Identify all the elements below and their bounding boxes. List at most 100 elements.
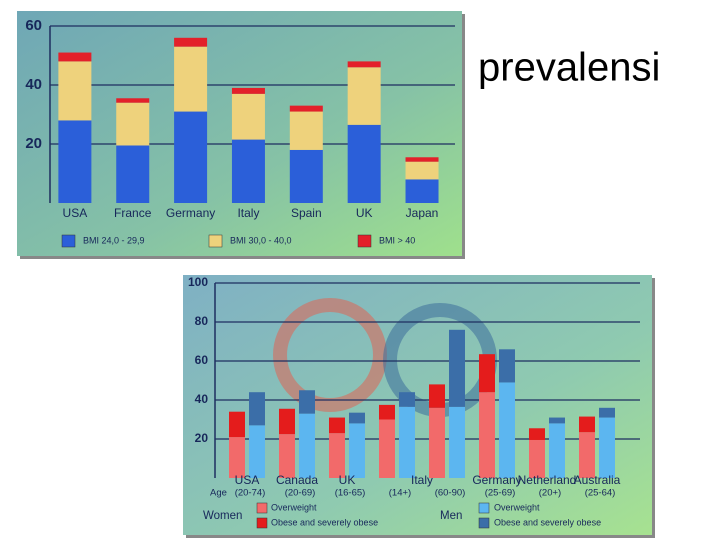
bar-segment	[579, 416, 595, 433]
x-tick-label: (20-69)	[285, 488, 316, 499]
legend-label: Obese and severely obese	[271, 517, 378, 527]
legend-label: BMI > 40	[379, 235, 415, 245]
country-label: USA	[235, 473, 260, 487]
bar-segment	[289, 149, 323, 203]
bar-segment	[116, 145, 150, 203]
x-tick-label: (25-64)	[585, 488, 616, 499]
y-tick-label: 20	[25, 135, 42, 152]
legend-swatch	[256, 517, 268, 529]
bar-segment	[58, 52, 92, 62]
country-label: Netherland	[518, 473, 577, 487]
bar-segment	[231, 87, 265, 94]
bar-segment	[174, 37, 208, 47]
bar-segment	[249, 392, 265, 426]
bar-segment	[58, 120, 92, 203]
legend-swatch	[478, 502, 490, 514]
legend-label: Obese and severely obese	[494, 517, 601, 527]
bar-segment	[231, 139, 265, 203]
bar-segment	[399, 406, 415, 478]
bar-segment	[174, 111, 208, 203]
legend-label: BMI 24,0 - 29,9	[83, 235, 145, 245]
legend-group: Women	[203, 510, 242, 522]
bar-segment	[449, 329, 465, 407]
bar-segment	[429, 384, 445, 408]
x-tick-label: USA	[63, 206, 88, 220]
bar-segment	[347, 124, 381, 203]
bar-segment	[329, 417, 345, 434]
country-label: Canada	[276, 473, 318, 487]
bar-segment	[405, 161, 439, 180]
bar-segment	[499, 349, 515, 383]
legend-label: Overweight	[271, 502, 317, 512]
y-tick-label: 60	[195, 353, 209, 367]
x-tick-label: (14+)	[389, 488, 411, 499]
bar-segment	[579, 432, 595, 478]
bar-segment	[329, 433, 345, 478]
legend-swatch	[61, 234, 76, 248]
bar-segment	[449, 406, 465, 478]
x-tick-label: (60-90)	[435, 488, 466, 499]
bar-segment	[599, 407, 615, 418]
bar-segment	[279, 434, 295, 478]
bar-segment	[279, 408, 295, 435]
bar-segment	[529, 428, 545, 440]
bar-segment	[429, 407, 445, 478]
bar-segment	[499, 382, 515, 478]
x-tick-label: Germany	[166, 206, 215, 220]
legend-swatch	[478, 517, 490, 529]
bar-segment	[299, 413, 315, 478]
legend-swatch	[357, 234, 372, 248]
x-tick-label: Italy	[237, 206, 259, 220]
x-tick-label: Spain	[291, 206, 322, 220]
legend-label: BMI 30,0 - 40,0	[230, 235, 292, 245]
bar-segment	[599, 417, 615, 478]
bar-segment	[347, 67, 381, 125]
bar-segment	[379, 419, 395, 478]
x-tick-label: (20-74)	[235, 488, 266, 499]
bar-segment	[549, 417, 565, 424]
bar-segment	[249, 425, 265, 478]
y-tick-label: 40	[195, 392, 209, 406]
y-tick-label: 60	[25, 17, 42, 34]
bar-segment	[289, 105, 323, 112]
legend-group: Men	[440, 510, 462, 522]
country-label: Germany	[472, 473, 521, 487]
y-tick-label: 100	[188, 275, 208, 289]
age-label: Age	[210, 488, 227, 499]
bar-segment	[347, 61, 381, 68]
legend-label: Overweight	[494, 502, 540, 512]
bar-segment	[229, 411, 245, 438]
legend-swatch	[208, 234, 223, 248]
y-tick-label: 20	[195, 431, 209, 445]
bar-segment	[479, 354, 495, 393]
bar-segment	[379, 404, 395, 420]
legend-swatch	[256, 502, 268, 514]
x-tick-label: (25-69)	[485, 488, 516, 499]
y-tick-label: 40	[25, 76, 42, 93]
bar-segment	[299, 390, 315, 414]
bar-segment	[349, 423, 365, 478]
country-label: UK	[339, 473, 356, 487]
x-tick-label: UK	[356, 206, 373, 220]
country-label: Italy	[411, 473, 433, 487]
bar-segment	[349, 412, 365, 424]
bar-segment	[529, 439, 545, 478]
bar-segment	[405, 157, 439, 162]
bar-segment	[289, 111, 323, 150]
decor	[273, 298, 387, 412]
bar-segment	[116, 102, 150, 146]
bar-segment	[58, 61, 92, 121]
bar-segment	[231, 93, 265, 140]
bar-segment	[405, 179, 439, 203]
x-tick-label: Japan	[406, 206, 439, 220]
bar-segment	[399, 392, 415, 407]
bar-segment	[116, 98, 150, 103]
bar-segment	[549, 423, 565, 478]
bar-segment	[174, 46, 208, 112]
x-tick-label: (20+)	[539, 488, 561, 499]
x-tick-label: France	[114, 206, 152, 220]
x-tick-label: (16-65)	[335, 488, 366, 499]
slide-title: prevalensi	[478, 46, 660, 90]
bar-segment	[479, 392, 495, 478]
